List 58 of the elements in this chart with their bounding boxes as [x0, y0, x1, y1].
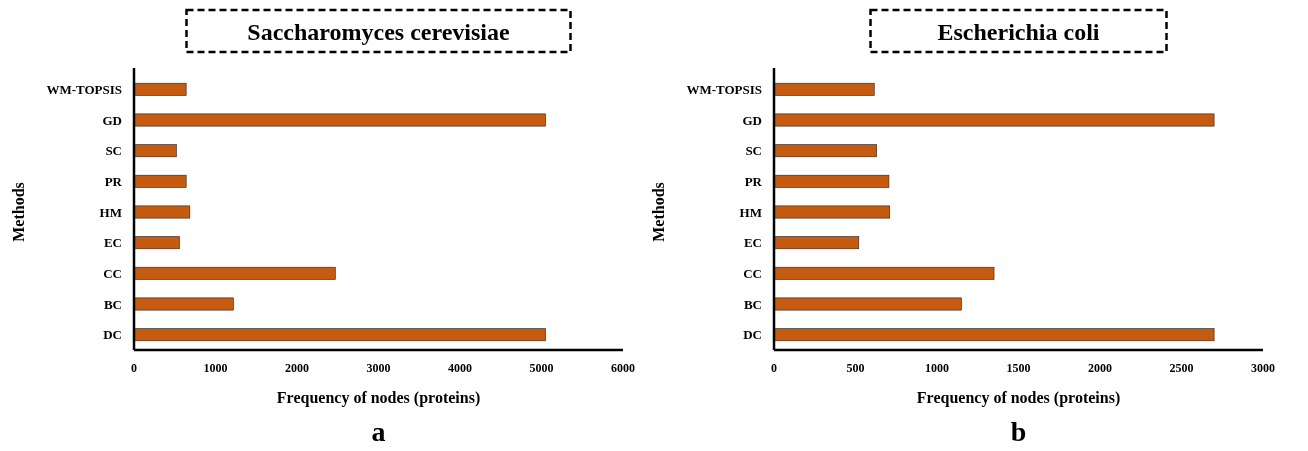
- bar: [773, 266, 995, 280]
- chart-title: Saccharomyces cerevisiae: [247, 19, 511, 45]
- y-axis-title: Methods: [650, 182, 667, 242]
- y-tick-label: DC: [743, 327, 762, 343]
- y-tick-label: GD: [102, 112, 122, 128]
- y-tick-label: PR: [104, 173, 123, 189]
- x-tick-label: 5000: [529, 361, 554, 375]
- x-tick-label: 2500: [1169, 361, 1194, 375]
- x-tick-label: 3000: [366, 361, 391, 375]
- x-tick-label: 0: [131, 361, 137, 375]
- x-tick-label: 4000: [448, 361, 472, 375]
- y-tick-label: SC: [105, 143, 122, 159]
- x-tick-label: 6000: [611, 361, 635, 375]
- x-tick-label: 1000: [925, 361, 949, 375]
- bar: [773, 328, 1215, 342]
- bar: [773, 144, 877, 158]
- y-tick-label: HM: [99, 204, 122, 220]
- bar: [773, 297, 962, 311]
- y-tick-label: SC: [745, 143, 762, 159]
- bar: [133, 174, 187, 188]
- y-tick-label: CC: [743, 265, 762, 281]
- y-tick-label: DC: [103, 327, 122, 343]
- y-tick-label: WM-TOPSIS: [46, 81, 122, 97]
- bar: [133, 297, 234, 311]
- y-axis-title: Methods: [10, 182, 27, 242]
- x-tick-label: 2000: [285, 361, 309, 375]
- y-tick-label: EC: [743, 235, 762, 251]
- x-axis-title: Frequency of nodes (proteins): [276, 389, 481, 407]
- bar: [133, 113, 546, 127]
- y-tick-label: EC: [103, 235, 122, 251]
- y-tick-label: GD: [742, 112, 762, 128]
- y-tick-label: BC: [103, 296, 122, 312]
- bar: [773, 174, 890, 188]
- y-tick-label: WM-TOPSIS: [686, 81, 762, 97]
- bar: [133, 266, 336, 280]
- bar: [773, 205, 891, 219]
- bar: [133, 236, 180, 250]
- bar: [133, 328, 546, 342]
- x-tick-label: 500: [846, 361, 865, 375]
- x-tick-label: 0: [771, 361, 777, 375]
- text: a: [371, 416, 386, 447]
- bar: [133, 82, 187, 96]
- chart-title: Escherichia coli: [937, 19, 1100, 45]
- x-tick-label: 1000: [203, 361, 228, 375]
- x-tick-label: 3000: [1251, 361, 1275, 375]
- bar: [133, 144, 177, 158]
- bar: [773, 82, 875, 96]
- y-tick-label: BC: [743, 296, 762, 312]
- text: b: [1010, 416, 1027, 447]
- y-tick-label: PR: [744, 173, 763, 189]
- x-tick-label: 2000: [1088, 361, 1112, 375]
- bar: [773, 113, 1215, 127]
- bar: [773, 236, 860, 250]
- x-axis-title: Frequency of nodes (proteins): [916, 389, 1121, 407]
- x-tick-label: 1500: [1006, 361, 1031, 375]
- y-tick-label: CC: [103, 265, 122, 281]
- bar: [133, 205, 191, 219]
- y-tick-label: HM: [739, 204, 762, 220]
